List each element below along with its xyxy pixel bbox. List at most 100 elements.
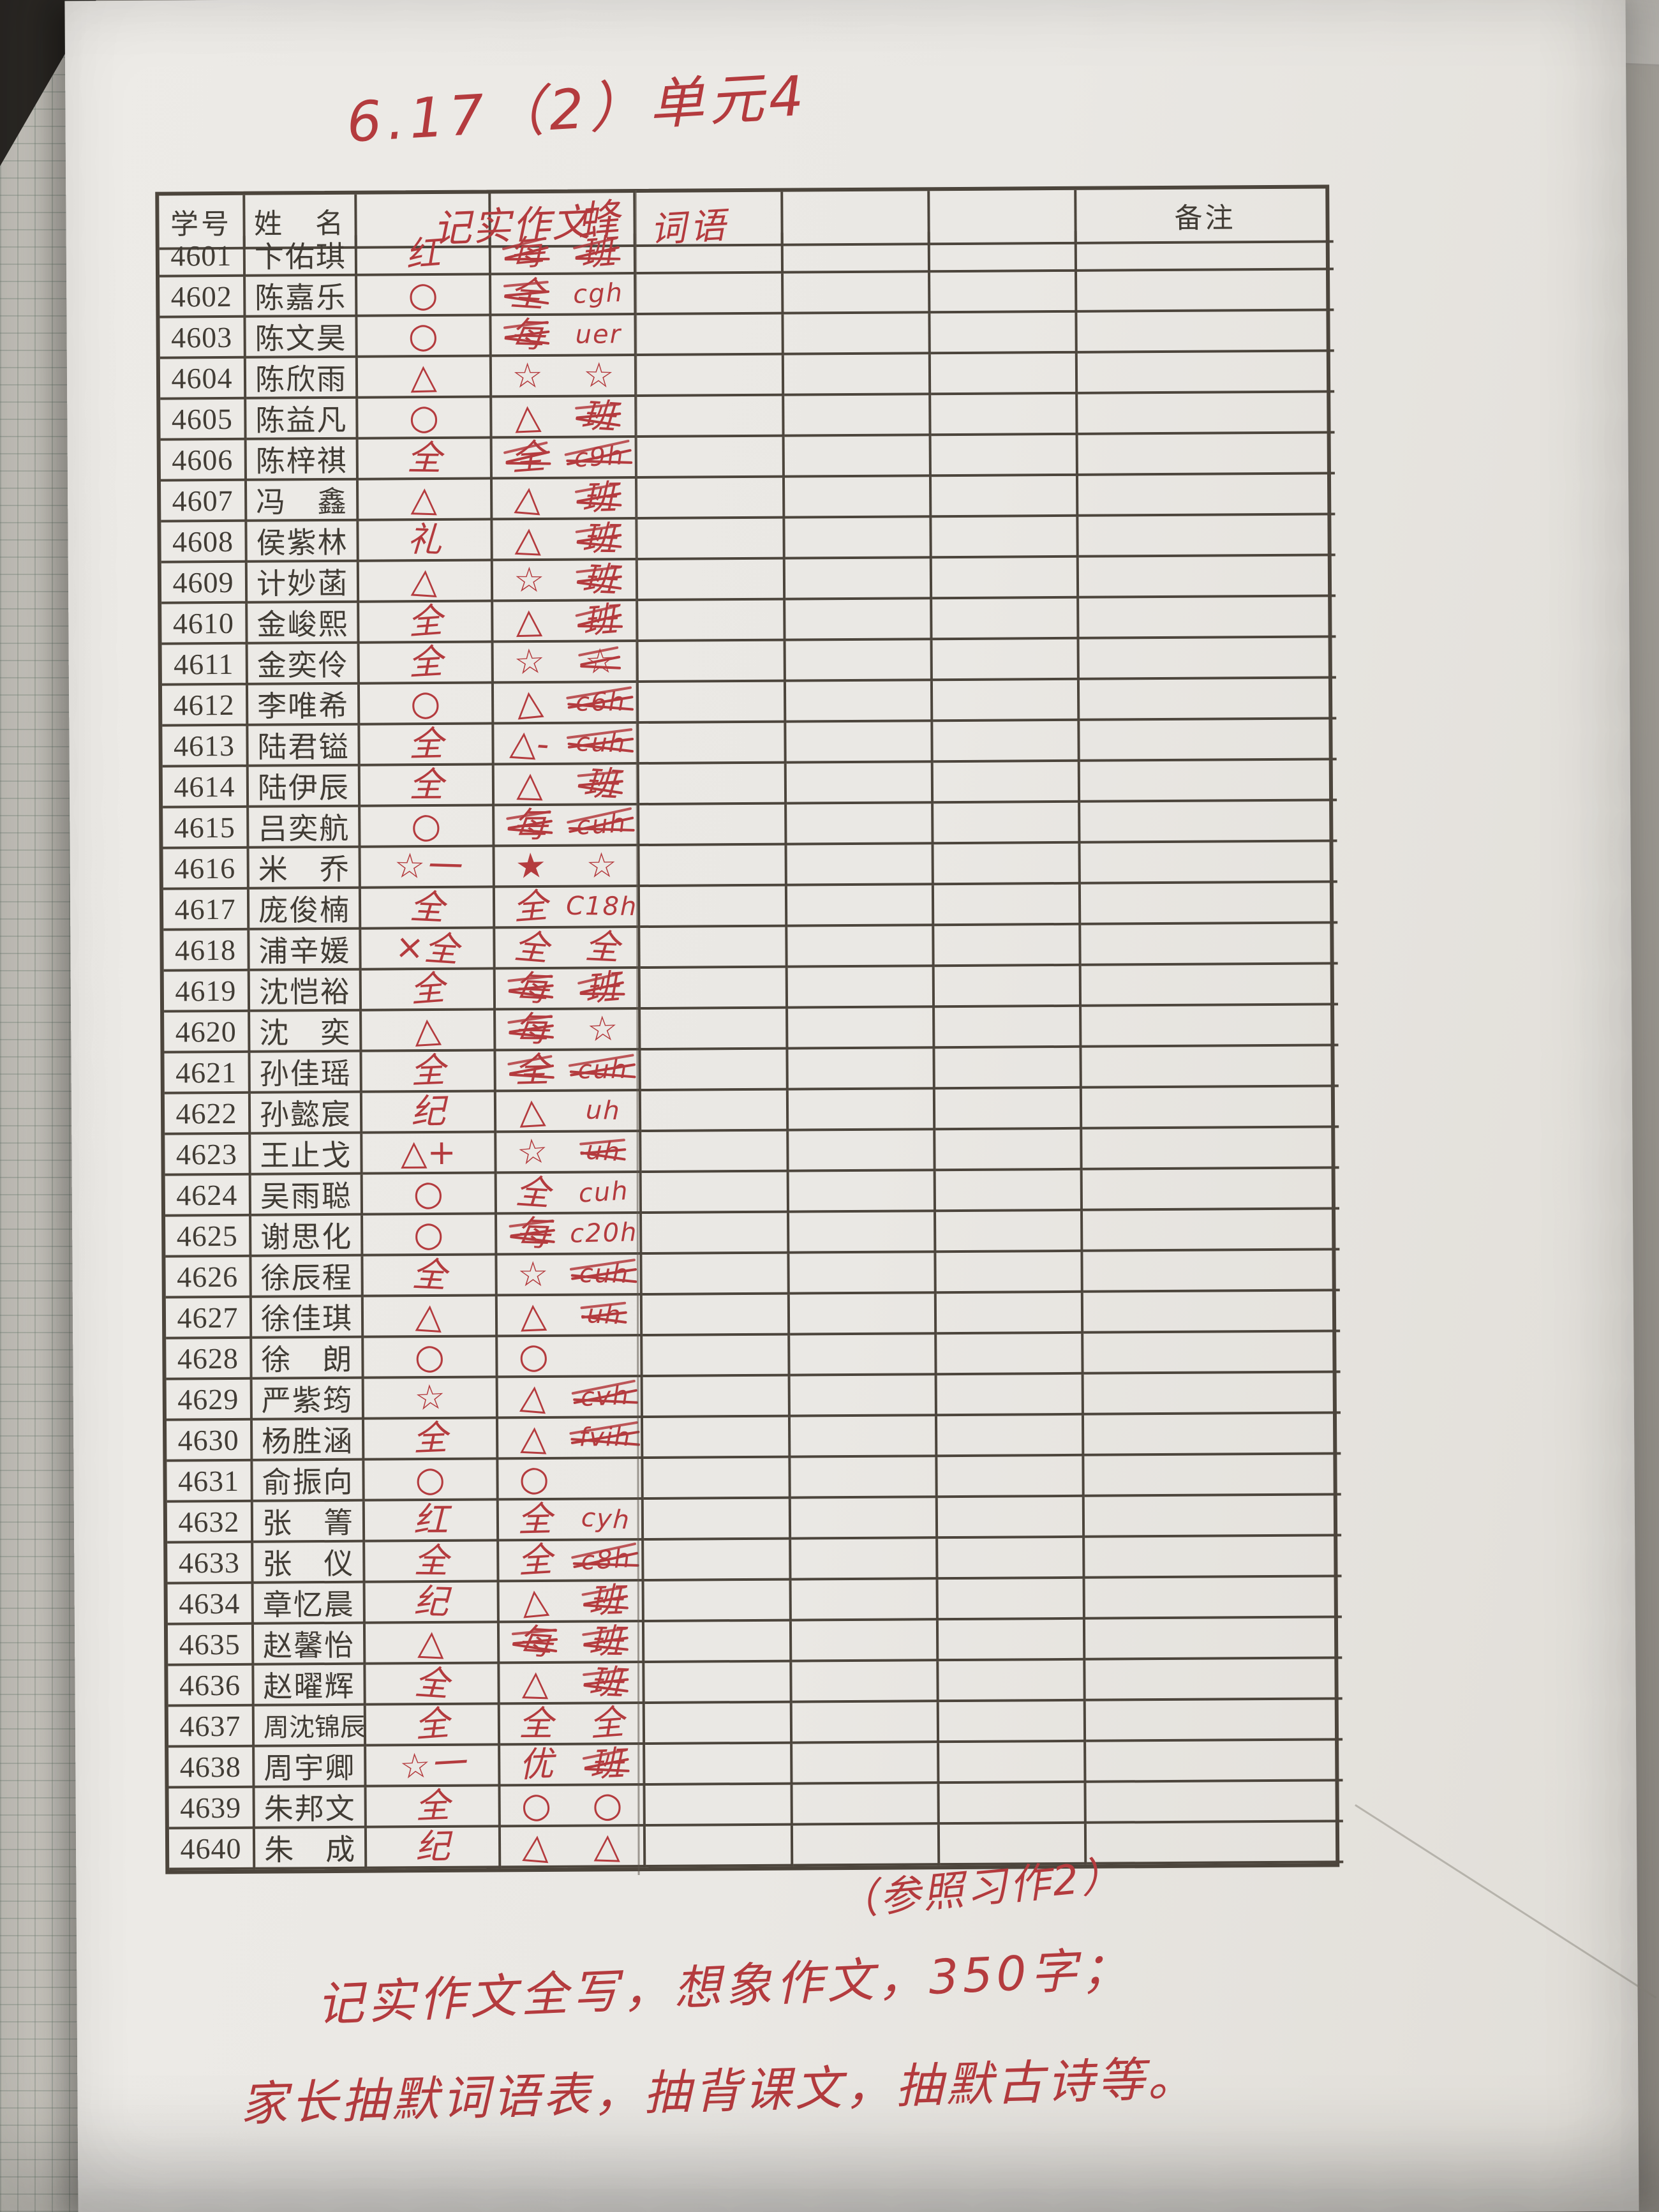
remark-cell <box>1076 229 1334 272</box>
homework-note-line1: 记实作文全写，想象作文，350字； <box>315 1941 1134 2033</box>
empty-cell <box>641 1131 789 1174</box>
empty-cell <box>932 639 1080 682</box>
student-name-cell: 张 箐 <box>253 1501 366 1543</box>
handwritten-mark: 班 <box>589 1621 624 1662</box>
empty-cell <box>938 1619 1086 1662</box>
mark-cell: ○ <box>364 1458 499 1502</box>
empty-cell <box>786 763 934 805</box>
mark-cell: △ 班 <box>493 599 639 643</box>
handwritten-mark: ☆一 <box>398 1743 466 1787</box>
student-id-cell: 4620 <box>164 1012 251 1054</box>
mark-slot: △ <box>500 1662 571 1703</box>
mark-slot: 全 <box>491 273 563 315</box>
handwritten-mark: △ <box>410 478 438 519</box>
mark-slot: ☆ <box>496 1130 568 1173</box>
mark-cell: 每 uer <box>491 314 637 357</box>
handwritten-mark: 全 <box>413 1540 449 1581</box>
student-name-cell: 冯 鑫 <box>247 480 359 522</box>
remark-cell <box>1079 597 1336 639</box>
mark-slot: △ <box>495 763 566 804</box>
empty-cell <box>936 1211 1083 1253</box>
handwritten-mark: cvh <box>579 1380 630 1412</box>
student-id-cell: 4619 <box>163 971 251 1013</box>
remark-cell <box>1079 638 1336 680</box>
remark-cell <box>1085 1700 1343 1742</box>
mark-cell: ☆一 <box>366 1743 501 1788</box>
empty-cell <box>935 1170 1083 1213</box>
student-id-cell: 4628 <box>166 1338 253 1380</box>
empty-cell <box>638 600 786 643</box>
mark-cell: 全全 <box>500 1701 646 1746</box>
handwritten-mark: ○ <box>410 682 442 724</box>
mark-slot: ☆ <box>493 560 565 601</box>
mark-slot: 全 <box>567 926 638 968</box>
mark-cell: 全 <box>366 1703 501 1747</box>
empty-cell <box>639 722 787 765</box>
empty-cell <box>938 1578 1085 1621</box>
empty-cell <box>643 1458 791 1500</box>
mark-cell: △ fvih <box>498 1417 644 1460</box>
handwritten-mark: 班 <box>580 394 618 438</box>
mark-cell: 全 cgh <box>491 273 637 317</box>
mark-cell: 每 ☆ <box>496 1008 641 1052</box>
empty-cell <box>645 1744 793 1786</box>
mark-slot: ☆ <box>497 1254 569 1294</box>
mark-cell: 纪 <box>362 1091 497 1134</box>
remark-cell <box>1077 270 1334 313</box>
student-name-cell: 沈 奕 <box>250 1011 362 1053</box>
empty-cell <box>789 1130 936 1172</box>
empty-cell <box>934 966 1082 1008</box>
empty-cell <box>934 843 1081 886</box>
empty-cell <box>785 518 932 560</box>
student-id-cell: 4638 <box>168 1747 255 1789</box>
handwritten-mark: ×全 <box>394 925 461 971</box>
mark-slot: △ <box>498 1375 570 1417</box>
student-id-cell: 4608 <box>161 521 248 564</box>
empty-cell <box>785 681 934 723</box>
student-name-cell: 庞俊楠 <box>249 888 362 930</box>
mark-cell: △- cuh <box>494 722 639 766</box>
empty-cell <box>935 1006 1082 1049</box>
handwritten-mark: 全 <box>588 1701 626 1745</box>
remark-cell <box>1082 1005 1339 1048</box>
remark-cell <box>1079 678 1337 721</box>
mark-cell: ○ <box>364 1335 498 1379</box>
mark-slot: 全 <box>499 1498 570 1539</box>
mark-slot: ☆ <box>565 640 636 682</box>
empty-cell <box>636 355 785 398</box>
student-id-cell: 4614 <box>162 766 249 809</box>
remark-cell <box>1084 1454 1341 1497</box>
mark-cell: ☆ ☆ <box>491 355 637 398</box>
handwritten-mark: △ <box>521 1825 552 1867</box>
student-name-cell: 谢思化 <box>251 1215 364 1257</box>
empty-cell <box>930 312 1078 355</box>
empty-cell <box>645 1784 793 1827</box>
mark-cell: 全 <box>362 1049 496 1093</box>
mark-slot: cgh <box>563 278 634 310</box>
handwritten-mark: cyh <box>580 1502 632 1536</box>
student-id-cell: 4604 <box>160 358 247 400</box>
handwritten-mark: △+ <box>400 1132 457 1173</box>
handwritten-mark: 每 <box>516 1620 554 1663</box>
student-name-cell: 杨胜涵 <box>252 1419 365 1461</box>
empty-cell <box>639 804 787 847</box>
student-id-cell: 4633 <box>167 1543 254 1585</box>
handwritten-mark: 全 <box>512 885 549 929</box>
empty-cell <box>935 1129 1083 1172</box>
student-id-cell: 4623 <box>165 1134 251 1176</box>
mark-slot: c9h <box>563 441 635 474</box>
remark-cell <box>1083 1373 1341 1416</box>
mark-cell: ×全 <box>361 925 496 971</box>
student-name-cell: 赵馨怡 <box>253 1624 366 1666</box>
handwritten-mark: 纪 <box>413 1581 449 1622</box>
handwritten-mark: 全 <box>410 1049 446 1092</box>
student-name-cell: 孙懿宸 <box>250 1093 363 1135</box>
handwritten-mark: ○ <box>408 396 440 438</box>
mark-cell: △ 班 <box>494 763 640 807</box>
empty-cell <box>644 1662 792 1704</box>
empty-cell <box>642 1213 790 1255</box>
handwritten-mark: 全 <box>408 886 445 929</box>
handwritten-mark: 全 <box>509 273 546 315</box>
handwritten-mark: 优 <box>517 1743 554 1786</box>
handwritten-mark: 纪 <box>415 1826 450 1867</box>
